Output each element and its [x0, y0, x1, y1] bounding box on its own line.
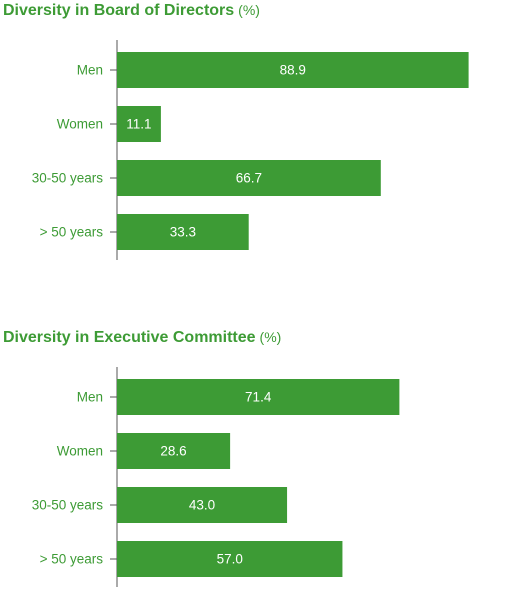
category-label: Women — [57, 117, 103, 132]
chart-title-executive: Diversity in Executive Committee (%) — [3, 329, 281, 347]
bar — [117, 433, 231, 469]
chart-title-board: Diversity in Board of Directors (%) — [3, 2, 260, 20]
value-label: 71.4 — [245, 390, 272, 405]
chart-unit: (%) — [259, 329, 282, 345]
board-diversity-chart: Men 88.9 Women 11.1 30-50 years 66.7 > 50 year… — [32, 40, 469, 260]
bar — [117, 379, 400, 415]
executive-diversity-chart: Men 71.4 Women 28.6 30-50 years 43.0 > 50 year… — [32, 367, 400, 587]
category-label: 30-50 years — [32, 171, 104, 186]
chart-title-text: Diversity in Board of Directors — [3, 2, 235, 19]
bar — [117, 214, 249, 250]
chart-unit: (%) — [238, 2, 260, 18]
category-label: Women — [57, 444, 103, 459]
value-label: 43.0 — [189, 498, 215, 513]
value-label: 33.3 — [170, 225, 196, 240]
value-label: 28.6 — [160, 444, 186, 459]
category-label: > 50 years — [40, 552, 104, 567]
category-label: > 50 years — [40, 225, 104, 240]
value-label: 11.1 — [126, 117, 151, 132]
bar — [117, 160, 381, 196]
category-label: Men — [77, 63, 103, 78]
category-label: 30-50 years — [32, 498, 104, 513]
value-label: 66.7 — [236, 171, 262, 186]
bar — [117, 487, 288, 523]
bar — [117, 541, 343, 577]
bar — [117, 106, 161, 142]
value-label: 88.9 — [280, 63, 306, 78]
bar — [117, 52, 469, 88]
category-label: Men — [77, 390, 103, 405]
chart-title-text: Diversity in Executive Committee — [3, 329, 256, 346]
value-label: 57.0 — [217, 552, 243, 567]
